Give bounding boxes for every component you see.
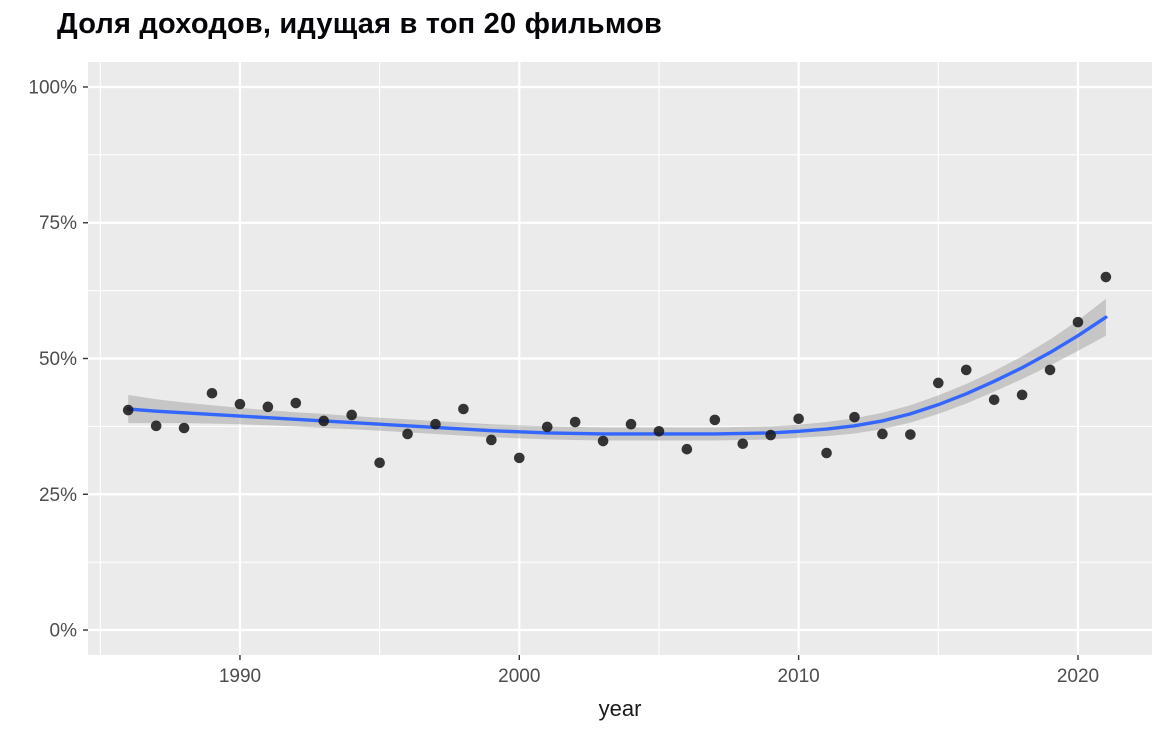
scatter-point (709, 414, 721, 426)
scatter-point (150, 420, 162, 432)
scatter-point (402, 428, 413, 440)
y-axis-tick-label: 75% (39, 213, 77, 234)
scatter-point (1100, 271, 1112, 283)
scatter-point (122, 404, 134, 416)
x-axis-title: year (598, 696, 642, 721)
x-axis-tick-label: 2000 (498, 666, 540, 687)
scatter-point (765, 429, 777, 441)
x-axis-tick-label: 2010 (777, 666, 819, 687)
scatter-point (1044, 364, 1056, 376)
scatter-point (346, 409, 357, 421)
scatter-point (290, 397, 302, 409)
scatter-point (1016, 389, 1028, 401)
scatter-point (849, 411, 860, 423)
y-axis-tick-label: 25% (39, 485, 77, 506)
scatter-point (681, 443, 693, 455)
scatter-point (458, 403, 469, 415)
scatter-point (513, 452, 525, 464)
chart-title: Доля доходов, идущая в топ 20 фильмов (57, 8, 663, 40)
smooth-line (126, 315, 1108, 436)
scatter-point (318, 415, 330, 427)
scatter-point (905, 429, 916, 440)
scatter-point (430, 418, 441, 430)
scatter-point (960, 364, 972, 376)
scatter-point (653, 425, 665, 437)
scatter-point (597, 435, 609, 447)
scatter-point (486, 434, 497, 446)
scatter-point (206, 387, 218, 399)
scatter-point (625, 418, 637, 430)
scatter-point (1072, 316, 1084, 328)
scatter-point (821, 447, 832, 459)
x-axis-tick-label: 1990 (219, 666, 261, 687)
scatter-point (262, 401, 274, 413)
y-axis-tick-label: 0% (50, 621, 78, 642)
scatter-point (234, 398, 246, 410)
y-axis-tick-label: 100% (28, 77, 77, 98)
scatter-point (374, 457, 385, 469)
scatter-point (541, 421, 553, 433)
scatter-point (933, 377, 944, 389)
scatter-point (988, 394, 1000, 406)
scatter-point (793, 413, 804, 425)
scatter-point (877, 428, 888, 440)
scatter-point (569, 416, 581, 428)
x-axis-tick-label: 2020 (1057, 666, 1099, 687)
y-axis-tick-label: 50% (39, 349, 77, 370)
scatter-point (737, 438, 749, 450)
scatter-point (178, 422, 190, 434)
